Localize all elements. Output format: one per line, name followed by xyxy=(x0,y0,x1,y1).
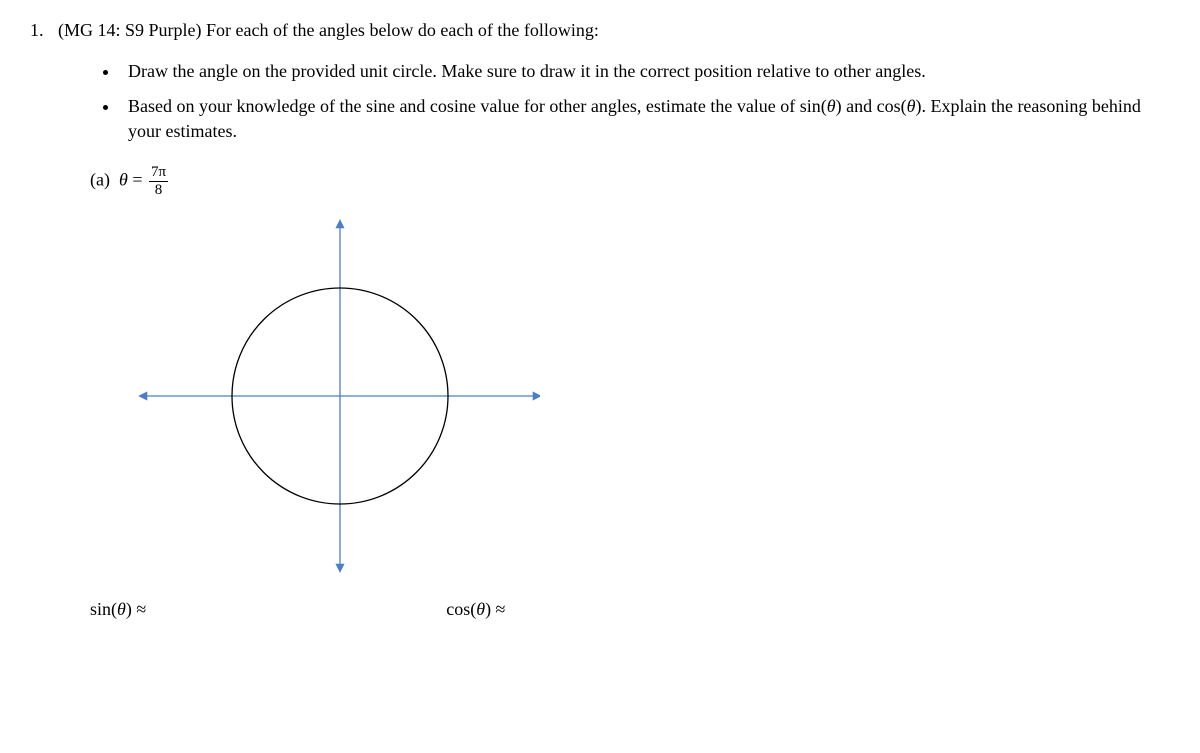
bullet-item: Draw the angle on the provided unit circ… xyxy=(120,59,1160,84)
bullet-text: Based on your knowledge of the sine and … xyxy=(128,96,1141,141)
cos-answer: cos(θ) ≈ xyxy=(446,599,505,620)
bullet-list: Draw the angle on the provided unit circ… xyxy=(120,59,1170,145)
theta-fraction: 7π8 xyxy=(149,165,168,198)
sin-answer: sin(θ) ≈ xyxy=(90,599,146,620)
problem-title: (MG 14: S9 Purple) For each of the angle… xyxy=(58,20,599,41)
unit-circle-diagram xyxy=(100,206,1170,591)
subproblem-label: (a) θ = 7π8 xyxy=(90,165,1170,198)
theta-expr: θ xyxy=(119,169,128,189)
problem-number: 1. xyxy=(30,20,58,41)
sub-label: (a) xyxy=(90,169,110,189)
bullet-item: Based on your knowledge of the sine and … xyxy=(120,94,1160,144)
